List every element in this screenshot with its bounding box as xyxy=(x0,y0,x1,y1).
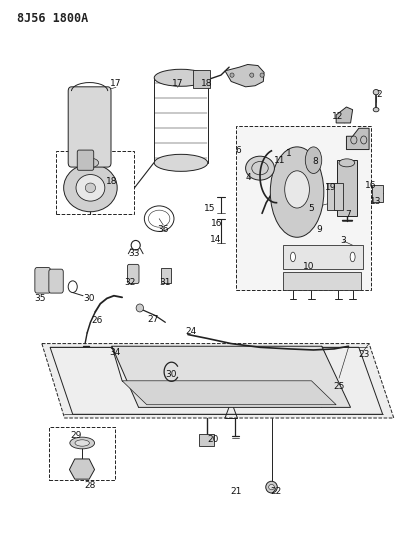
Text: 15: 15 xyxy=(204,204,216,213)
Polygon shape xyxy=(236,126,371,290)
Ellipse shape xyxy=(230,73,234,77)
Ellipse shape xyxy=(75,440,89,446)
FancyBboxPatch shape xyxy=(161,268,171,283)
Text: 18: 18 xyxy=(201,78,212,87)
Ellipse shape xyxy=(85,183,95,192)
Ellipse shape xyxy=(270,147,324,237)
Text: 26: 26 xyxy=(91,316,102,325)
Polygon shape xyxy=(282,245,363,269)
Polygon shape xyxy=(347,128,369,150)
Text: 10: 10 xyxy=(303,262,314,271)
Text: 9: 9 xyxy=(317,225,323,234)
Ellipse shape xyxy=(246,156,274,180)
Text: 31: 31 xyxy=(159,278,171,287)
Text: 13: 13 xyxy=(370,197,382,206)
Polygon shape xyxy=(282,272,361,290)
FancyBboxPatch shape xyxy=(337,160,357,216)
Ellipse shape xyxy=(350,252,355,262)
Ellipse shape xyxy=(339,159,355,167)
Text: 1: 1 xyxy=(286,149,292,158)
Text: 21: 21 xyxy=(230,487,242,496)
Ellipse shape xyxy=(268,484,274,490)
FancyBboxPatch shape xyxy=(49,269,63,293)
FancyBboxPatch shape xyxy=(327,182,336,209)
Ellipse shape xyxy=(373,108,379,112)
Text: 16: 16 xyxy=(211,220,223,229)
Ellipse shape xyxy=(70,437,95,449)
Text: 36: 36 xyxy=(157,225,169,234)
Ellipse shape xyxy=(154,155,208,171)
Text: 34: 34 xyxy=(109,348,121,357)
FancyBboxPatch shape xyxy=(35,268,50,293)
Text: 3: 3 xyxy=(341,237,347,246)
FancyBboxPatch shape xyxy=(372,185,384,201)
Polygon shape xyxy=(42,344,394,418)
Ellipse shape xyxy=(373,90,379,95)
Ellipse shape xyxy=(305,147,322,173)
Text: 32: 32 xyxy=(125,278,136,287)
Polygon shape xyxy=(336,107,353,123)
Text: 30: 30 xyxy=(166,370,177,379)
Text: 14: 14 xyxy=(210,236,221,245)
Ellipse shape xyxy=(64,164,117,212)
Ellipse shape xyxy=(250,73,254,77)
FancyBboxPatch shape xyxy=(199,434,214,446)
Text: 2: 2 xyxy=(377,90,382,99)
Text: 30: 30 xyxy=(83,294,95,303)
FancyBboxPatch shape xyxy=(192,70,210,88)
Text: 8: 8 xyxy=(312,157,318,166)
Ellipse shape xyxy=(154,69,208,86)
Text: 19: 19 xyxy=(325,183,337,192)
Ellipse shape xyxy=(260,73,264,77)
Text: 4: 4 xyxy=(246,173,251,182)
Polygon shape xyxy=(122,381,336,405)
Text: 17: 17 xyxy=(172,78,183,87)
FancyBboxPatch shape xyxy=(334,182,343,209)
Text: 6: 6 xyxy=(235,146,241,155)
Ellipse shape xyxy=(290,252,295,262)
Polygon shape xyxy=(225,64,264,87)
Ellipse shape xyxy=(136,304,144,312)
Text: 17: 17 xyxy=(110,78,122,87)
Text: 8J56 1800A: 8J56 1800A xyxy=(17,12,88,26)
Text: 29: 29 xyxy=(70,431,82,440)
Text: 11: 11 xyxy=(274,156,285,165)
Text: 16: 16 xyxy=(366,181,377,190)
Ellipse shape xyxy=(81,158,99,167)
Ellipse shape xyxy=(266,481,277,493)
Text: 20: 20 xyxy=(207,435,219,444)
Ellipse shape xyxy=(76,174,105,201)
Polygon shape xyxy=(112,346,351,407)
Ellipse shape xyxy=(285,171,309,208)
Text: 28: 28 xyxy=(85,481,96,490)
Polygon shape xyxy=(69,459,95,479)
Text: 23: 23 xyxy=(358,350,370,359)
Text: 5: 5 xyxy=(309,204,314,213)
Text: 27: 27 xyxy=(147,315,159,324)
Text: 12: 12 xyxy=(332,112,343,121)
FancyBboxPatch shape xyxy=(77,150,94,170)
Text: 18: 18 xyxy=(106,177,118,186)
Text: 25: 25 xyxy=(334,382,345,391)
FancyBboxPatch shape xyxy=(128,264,139,284)
Text: 22: 22 xyxy=(270,487,281,496)
Text: 35: 35 xyxy=(34,294,45,303)
FancyBboxPatch shape xyxy=(68,87,111,167)
Text: 24: 24 xyxy=(185,327,197,336)
Text: 7: 7 xyxy=(345,210,351,219)
Text: 33: 33 xyxy=(129,249,140,258)
